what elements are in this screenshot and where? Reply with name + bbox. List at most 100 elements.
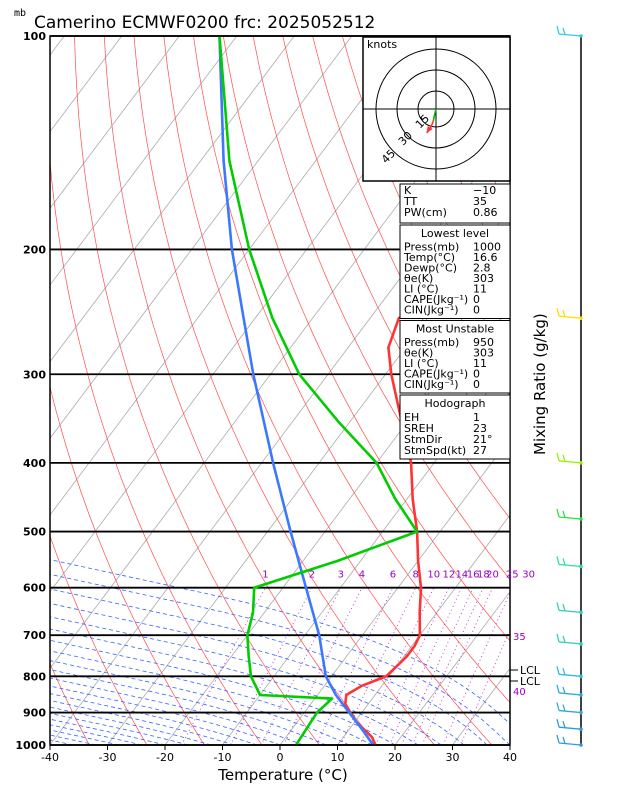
wind-barb-dot — [579, 710, 583, 715]
x-tick-label: 0 — [277, 751, 284, 764]
wind-barb-shaft — [558, 460, 582, 464]
wind-barb-flag — [556, 719, 560, 728]
wind-barb-flag — [556, 452, 560, 462]
mixing-ratio-label: 3 — [338, 569, 344, 580]
isotherm — [50, 36, 410, 516]
isotherm — [394, 590, 510, 745]
isotherm — [337, 514, 510, 745]
wind-barb-flag — [562, 604, 566, 612]
mixing-ratio-label: 8 — [412, 569, 418, 580]
lcl-label-2: LCL — [520, 675, 541, 688]
right-axis-label: Mixing Ratio (g/kg) — [531, 313, 549, 455]
table-title: Lowest level — [421, 227, 489, 240]
wind-barb-flag — [556, 684, 560, 694]
moist-adiabat — [50, 677, 304, 745]
table-row-value: 21° — [473, 433, 493, 446]
series-dewpoint-line — [218, 36, 419, 745]
wind-barb-flag — [562, 510, 566, 518]
table-frame — [399, 320, 511, 394]
isotherm — [568, 36, 618, 745]
table-row-value: 950 — [473, 336, 494, 349]
table-row-label: LI (°C) — [404, 357, 439, 370]
wind-barb-flag — [556, 666, 560, 675]
mixing-ratio-label: 2 — [309, 569, 315, 580]
mixing-ratio-label: 16 — [467, 569, 480, 580]
dry-adiabat — [193, 36, 510, 703]
wind-barb-dot — [579, 34, 583, 38]
x-tick-label: -20 — [156, 751, 174, 764]
x-axis: -40 -30 -20 -10 0 10 20 30 40 — [41, 745, 517, 764]
wind-barb-dot — [579, 727, 583, 732]
dry-adiabat — [580, 36, 618, 745]
moist-adiabat — [50, 639, 396, 745]
pressure-tick-label: 800 — [23, 670, 46, 683]
wind-barb-flag — [562, 635, 566, 643]
pressure-tick-label: 700 — [23, 629, 46, 642]
dry-adiabat — [551, 36, 618, 745]
isotherm — [50, 36, 295, 363]
wind-barb-dot — [579, 610, 583, 615]
table-row-label: StmDir — [404, 433, 443, 446]
wind-barb — [556, 307, 583, 320]
wind-barb-shaft — [558, 33, 582, 37]
mixing-ratio-line — [421, 587, 493, 745]
isotherm — [279, 437, 510, 745]
wind-barb-flag — [556, 307, 560, 317]
table-row-value: 11 — [473, 283, 487, 296]
table-row-label: θe(K) — [404, 272, 433, 285]
wind-barb-shaft — [558, 609, 582, 614]
wind-barb-flag — [562, 309, 566, 317]
x-axis-label: Temperature (°C) — [217, 766, 347, 784]
mixing-ratio-line — [230, 587, 313, 745]
wind-barb-flag — [562, 454, 566, 462]
pressure-tick-label: 300 — [23, 368, 46, 381]
wind-barb-shaft — [558, 709, 582, 714]
lcl-markers: LCL LCL — [510, 664, 541, 688]
dry-adiabat — [610, 36, 618, 745]
wind-barb-flag — [556, 633, 560, 643]
table-row-label: Temp(°C) — [403, 251, 455, 264]
wind-barb-shaft — [558, 726, 582, 730]
mixing-ratio-label: 14 — [455, 569, 468, 580]
wind-barb-flag — [556, 508, 560, 518]
x-tick-label: -30 — [99, 751, 117, 764]
table-row-value: 0 — [473, 304, 480, 317]
table-row-value: 1 — [473, 411, 480, 424]
moist-adiabat — [50, 650, 373, 745]
theta-e-label-40: 40 — [513, 687, 526, 698]
wind-barb-flag — [562, 736, 566, 744]
table-frame — [399, 224, 511, 319]
table-row-label: CAPE(Jkg⁻¹) — [404, 368, 468, 381]
table-row-value: 0 — [473, 368, 480, 381]
wind-barb-shaft — [558, 641, 582, 645]
hodograph-units: knots — [367, 38, 397, 51]
table-row-label: CIN(Jkg⁻¹) — [404, 378, 459, 391]
x-tick-label: 20 — [388, 751, 402, 764]
hodograph-params-table: Hodograph EH 1 SREH 23 StmDir 21° StmSpd(kt) 27 — [399, 394, 511, 460]
mixing-ratio-label: 18 — [477, 569, 490, 580]
wind-barb — [556, 633, 583, 646]
wind-barb-flag — [562, 27, 566, 35]
mixing-ratio-label: 25 — [506, 569, 519, 580]
dry-adiabat — [252, 36, 510, 581]
wind-barb-dot — [579, 517, 583, 521]
wind-barb-flag — [556, 25, 560, 35]
isotherm — [0, 36, 7, 745]
table-row-label: Dewp(°C) — [404, 262, 457, 275]
table-row-value: 11 — [473, 357, 487, 370]
wind-barb-shaft — [558, 673, 582, 677]
wind-barb-shaft — [558, 516, 582, 520]
hodograph-arrowhead — [426, 126, 433, 133]
table-row-value: 0.86 — [473, 206, 498, 219]
table-frame — [399, 394, 511, 460]
wind-barb-dot — [579, 674, 583, 679]
pressure-tick-label: 100 — [23, 30, 46, 43]
hodograph-trace — [426, 108, 437, 134]
table-row-value: −10 — [473, 184, 496, 197]
table-row-label: Press(mb) — [404, 241, 459, 254]
wind-barb-flag — [562, 721, 566, 728]
